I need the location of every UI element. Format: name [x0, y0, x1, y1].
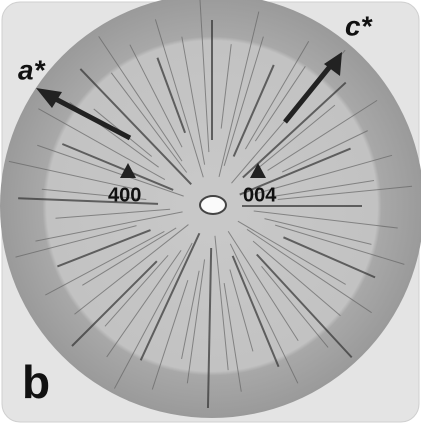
beam-stop: [200, 196, 226, 214]
a-axis-label: a*: [18, 54, 46, 85]
c-axis-label: c*: [345, 10, 373, 41]
panel-label: b: [22, 356, 50, 408]
reflection-label: 004: [243, 184, 277, 206]
diffraction-image: a* c* 400 004 b: [0, 0, 421, 424]
reflection-label: 400: [108, 184, 141, 206]
